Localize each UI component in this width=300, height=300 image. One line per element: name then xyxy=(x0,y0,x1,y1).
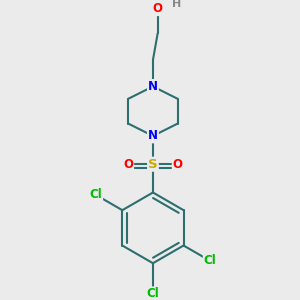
Text: Cl: Cl xyxy=(204,254,217,267)
Text: O: O xyxy=(123,158,133,171)
Text: Cl: Cl xyxy=(147,287,159,300)
Text: O: O xyxy=(173,158,183,171)
Text: O: O xyxy=(153,2,163,15)
Text: N: N xyxy=(148,80,158,93)
Text: S: S xyxy=(148,158,158,171)
Text: Cl: Cl xyxy=(89,188,102,201)
Text: H: H xyxy=(172,0,181,9)
Text: N: N xyxy=(148,129,158,142)
